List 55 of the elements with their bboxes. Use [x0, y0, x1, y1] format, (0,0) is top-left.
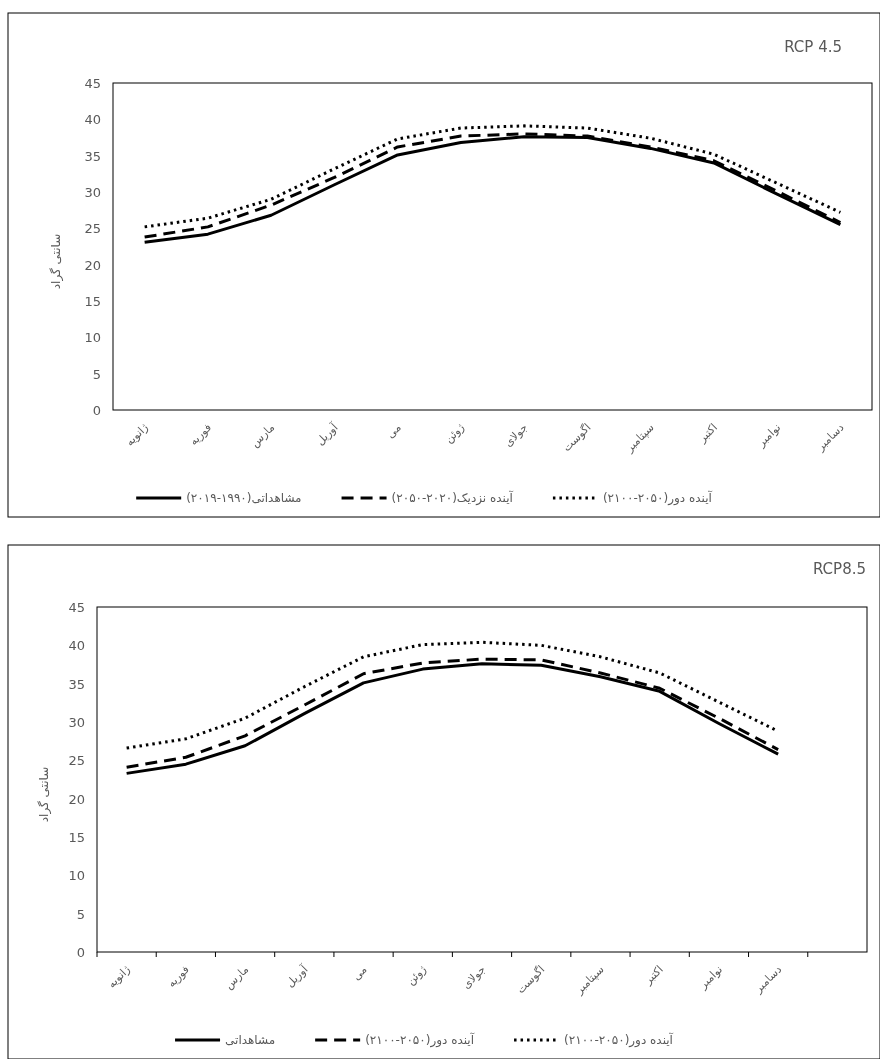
x-tick-label: دسامبر	[813, 420, 847, 454]
y-tick-label: 15	[68, 830, 85, 845]
y-tick-label: 45	[84, 76, 101, 91]
x-tick-label: سپتامبر	[622, 420, 657, 456]
x-tick-label: ژوئن	[442, 420, 467, 446]
y-tick-label: 30	[84, 185, 101, 200]
x-tick-label: آوریل	[282, 961, 312, 990]
y-tick-label: 45	[68, 600, 85, 615]
y-axis-title: سانتی گراد	[49, 233, 64, 290]
x-tick-label: ژوئن	[404, 962, 429, 988]
chart-title: RCP 4.5	[784, 38, 842, 56]
x-tick-label: فوریه	[164, 962, 192, 990]
y-tick-label: 20	[84, 257, 101, 273]
y-tick-label: 20	[68, 791, 85, 807]
y-tick-label: 5	[92, 366, 101, 382]
x-tick-label: می	[383, 420, 404, 441]
x-tick-label: فوریه	[186, 420, 214, 448]
y-tick-label: 25	[68, 753, 85, 769]
legend-label: آینده دور(۲۰۵۰-۲۱۰۰)	[602, 490, 713, 506]
y-tick-label: 5	[76, 906, 85, 922]
x-tick-label: ژانویه	[123, 420, 151, 449]
y-tick-label: 30	[68, 715, 85, 730]
legend-label: مشاهداتی(۱۹۹۰-۲۰۱۹)	[186, 491, 302, 505]
line-series	[143, 124, 842, 229]
x-tick-label: جولای	[459, 962, 489, 992]
y-tick-label: 35	[68, 676, 85, 692]
y-tick-label: 15	[84, 294, 101, 309]
legend-label: مشاهداتی	[225, 1033, 276, 1047]
x-tick-label: می	[349, 962, 370, 983]
y-tick-label: 40	[68, 638, 85, 654]
y-tick-label: 40	[84, 112, 101, 128]
legend-label: آینده نزدیک(۲۰۲۰-۲۰۵۰)	[391, 490, 514, 506]
x-tick-label: دسامبر	[751, 962, 785, 996]
x-tick-label: مارس	[222, 962, 252, 992]
y-axis-title: سانتی گراد	[37, 766, 52, 823]
x-tick-label: نوامبر	[754, 420, 784, 450]
y-tick-label: 10	[84, 330, 101, 346]
x-tick-label: اگوست	[514, 962, 548, 997]
y-tick-label: 0	[92, 403, 101, 418]
y-tick-label: 25	[84, 221, 101, 237]
x-tick-label: اکتبر	[695, 420, 720, 446]
legend-label: آینده دور(۲۰۵۰-۲۱۰۰)	[365, 1032, 475, 1048]
x-tick-label: آوریل	[312, 419, 342, 448]
legend-label: آینده دور(۲۰۵۰-۲۱۰۰)	[564, 1032, 674, 1048]
x-tick-label: سپتامبر	[572, 962, 607, 998]
x-tick-label: نوامبر	[695, 962, 726, 992]
x-tick-label: اگوست	[560, 420, 594, 455]
y-tick-label: 10	[68, 868, 85, 884]
x-tick-label: مارس	[248, 420, 278, 450]
y-tick-label: 0	[76, 945, 85, 960]
x-tick-label: اکتبر	[641, 962, 666, 988]
y-tick-label: 35	[84, 148, 101, 164]
x-tick-label: جولای	[501, 420, 531, 450]
chart-title: RCP8.5	[812, 560, 866, 578]
x-tick-label: ژانویه	[105, 962, 133, 991]
